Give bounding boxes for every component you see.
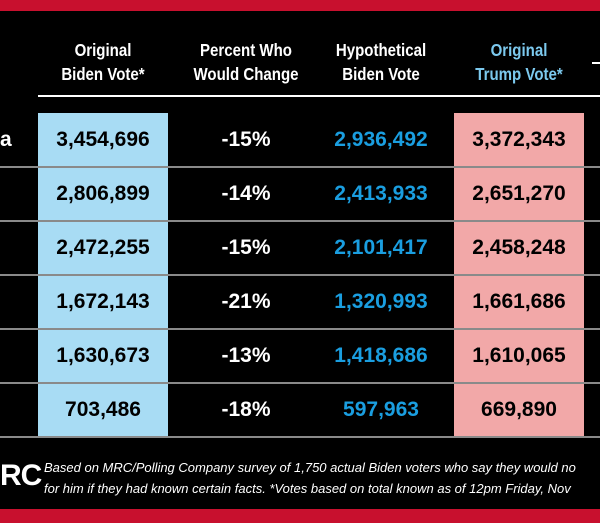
cell-original-trump: 2,458,248 [472,236,566,259]
logo-text: RC [0,459,42,492]
top-red-bar [0,0,600,11]
row-divider [0,328,600,330]
cutoff-header-mark [592,62,600,64]
cell-hypothetical-biden: 2,413,933 [334,182,428,205]
header-original-trump-line2: Trump Vote* [475,64,563,84]
cell-percent-change: -15% [221,236,271,259]
header-hypothetical-biden: Hypothetical Biden Vote [325,38,437,86]
header-percent-change-line1: Percent Who [200,40,292,60]
header-original-biden-line1: Original [74,40,132,60]
cell-hypothetical-biden: 1,418,686 [334,344,428,367]
cell-percent-change: -15% [221,128,271,151]
cell-percent-change: -14% [221,182,271,205]
header-original-trump: Original Trump Vote* [463,38,575,86]
cell-original-trump: 1,610,065 [472,344,566,367]
cell-original-biden: 1,672,143 [56,290,150,313]
header-percent-change-line2: Would Change [193,64,299,84]
cell-hypothetical-biden: 2,936,492 [334,128,428,151]
header-percent-change: Percent Who Would Change [186,38,306,86]
row-divider [0,382,600,384]
cell-percent-change: -21% [221,290,271,313]
cell-hypothetical-biden: 2,101,417 [334,236,428,259]
header-original-biden: Original Biden Vote* [47,38,159,86]
cell-percent-change: -18% [221,398,271,421]
row-divider [0,166,600,168]
header-hypothetical-biden-line2: Biden Vote [342,64,420,84]
header-original-biden-line2: Biden Vote* [61,64,145,84]
header-rule [38,95,600,97]
cell-original-trump: 3,372,343 [472,128,566,151]
header-hypothetical-biden-line1: Hypothetical [335,40,427,60]
row-divider [0,274,600,276]
cell-original-biden: 3,454,696 [56,128,150,151]
table-bottom-rule [0,436,600,438]
cell-percent-change: -13% [221,344,271,367]
bottom-red-bar [0,509,600,523]
cell-original-biden: 2,806,899 [56,182,150,205]
cell-original-trump: 2,651,270 [472,182,566,205]
footnote: Based on MRC/Polling Company survey of 1… [44,457,600,499]
cell-hypothetical-biden: 597,963 [343,398,419,421]
row-divider [0,220,600,222]
header-original-trump-line1: Original [490,40,548,60]
cell-original-biden: 1,630,673 [56,344,150,367]
cell-original-biden: 2,472,255 [56,236,150,259]
row-label: a [0,128,12,151]
cell-hypothetical-biden: 1,320,993 [334,290,428,313]
footnote-line-2: for him if they had known certain facts.… [44,481,571,496]
cell-original-biden: 703,486 [65,398,141,421]
cell-original-trump: 1,661,686 [472,290,566,313]
footnote-line-1: Based on MRC/Polling Company survey of 1… [44,460,576,475]
cell-original-trump: 669,890 [481,398,557,421]
